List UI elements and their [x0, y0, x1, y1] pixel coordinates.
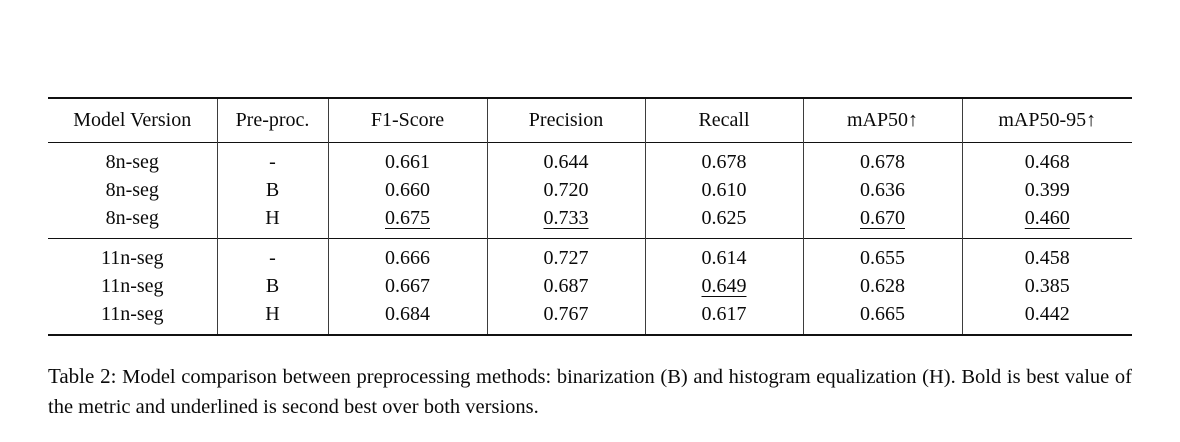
table-cell: 0.625 — [644, 203, 803, 238]
table-cell: 0.649 — [644, 271, 803, 300]
table-cell: 0.678 — [644, 142, 803, 176]
col-header-model-version: Model Version — [73, 108, 192, 131]
table-row: 8n-seg H 0.675 0.733 0.625 0.670 0.460 — [48, 203, 1132, 238]
group-11n-seg: 11n-seg - 0.666 0.727 0.614 0.655 0.458 … — [48, 238, 1132, 335]
model-comparison-table: Model Version Pre-proc. F1-Score Precisi… — [48, 97, 1132, 336]
table-block: Model Version Pre-proc. F1-Score Precisi… — [48, 97, 1132, 422]
table-cell: - — [216, 142, 328, 176]
table-cell: 0.665 — [802, 299, 962, 335]
table-cell: 0.610 — [644, 175, 803, 204]
table-cell: B — [216, 271, 328, 300]
table-cell: 0.667 — [327, 271, 487, 300]
table-row: 8n-seg - 0.661 0.644 0.678 0.678 0.468 — [48, 142, 1132, 176]
table-cell: 11n-seg — [100, 246, 164, 269]
table-cell: 0.636 — [802, 175, 962, 204]
table-cell: - — [216, 238, 328, 272]
table-cell: 0.458 — [961, 238, 1132, 272]
table-cell: 0.670 — [802, 203, 962, 238]
table-header: Model Version Pre-proc. F1-Score Precisi… — [48, 98, 1132, 142]
col-header-pre-proc: Pre-proc. — [216, 98, 328, 142]
table-cell: 0.675 — [327, 203, 487, 238]
table-cell: 0.687 — [486, 271, 645, 300]
table-cell: 0.655 — [802, 238, 962, 272]
table-cell: 0.767 — [486, 299, 645, 335]
col-header-f1-score: F1-Score — [327, 98, 487, 142]
table-cell: 0.733 — [486, 203, 645, 238]
table-caption: Table 2: Model comparison between prepro… — [48, 361, 1132, 422]
table-cell: H — [216, 203, 328, 238]
table-cell: 0.720 — [486, 175, 645, 204]
table-cell: 0.460 — [961, 203, 1132, 238]
table-row: 11n-seg H 0.684 0.767 0.617 0.665 0.442 — [48, 299, 1132, 335]
col-header-map50-95: mAP50-95↑ — [961, 98, 1132, 142]
table-cell: 0.661 — [327, 142, 487, 176]
col-header-recall: Recall — [644, 98, 803, 142]
table-cell: 0.678 — [802, 142, 962, 176]
table-cell: 0.628 — [802, 271, 962, 300]
table-row: 8n-seg B 0.660 0.720 0.610 0.636 0.399 — [48, 175, 1132, 204]
col-header-map50: mAP50↑ — [802, 98, 962, 142]
table-cell: H — [216, 299, 328, 335]
table-cell: 0.727 — [486, 238, 645, 272]
table-cell: 0.666 — [327, 238, 487, 272]
table-row: 11n-seg B 0.667 0.687 0.649 0.628 0.385 — [48, 271, 1132, 300]
table-cell: B — [216, 175, 328, 204]
table-cell: 0.385 — [961, 271, 1132, 300]
table-cell: 11n-seg — [100, 274, 164, 297]
table-cell: 0.614 — [644, 238, 803, 272]
table-cell: 11n-seg — [100, 302, 164, 325]
table-cell: 0.660 — [327, 175, 487, 204]
group-8n-seg: 8n-seg - 0.661 0.644 0.678 0.678 0.468 8… — [48, 142, 1132, 238]
header-row: Model Version Pre-proc. F1-Score Precisi… — [48, 98, 1132, 142]
table-cell: 0.617 — [644, 299, 803, 335]
table-row: 11n-seg - 0.666 0.727 0.614 0.655 0.458 — [48, 238, 1132, 272]
table-cell: 8n-seg — [105, 150, 159, 173]
table-cell: 8n-seg — [105, 206, 159, 229]
table-cell: 8n-seg — [105, 178, 159, 201]
table-cell: 0.399 — [961, 175, 1132, 204]
table-caption-label: Table 2: — [48, 363, 117, 388]
table-cell: 0.644 — [486, 142, 645, 176]
col-header-precision: Precision — [486, 98, 645, 142]
table-cell: 0.468 — [961, 142, 1132, 176]
table-cell: 0.442 — [961, 299, 1132, 335]
table-cell: 0.684 — [327, 299, 487, 335]
table-caption-text: Model comparison between preprocessing m… — [48, 365, 1133, 418]
